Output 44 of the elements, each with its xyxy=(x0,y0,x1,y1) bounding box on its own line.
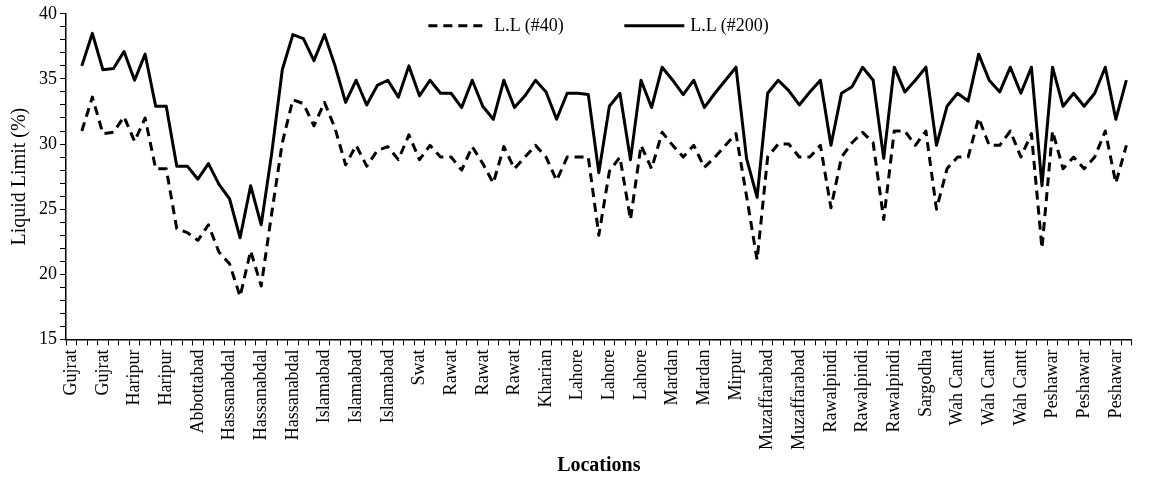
x-tick-label: Rawalpindi xyxy=(882,349,903,433)
legend-label: L.L (#200) xyxy=(690,14,769,36)
x-tick-label: Kharian xyxy=(534,349,555,408)
x-tick-label: Hassanabdal xyxy=(218,349,239,441)
x-tick-label: Gujrat xyxy=(60,349,81,396)
x-tick-label: Islamabad xyxy=(313,349,334,424)
x-tick-label: Rawat xyxy=(503,349,524,396)
y-tick-label: 40 xyxy=(39,2,57,23)
y-tick-label: 30 xyxy=(39,132,57,153)
x-tick-label: Lahore xyxy=(629,349,650,401)
legend-label: L.L (#40) xyxy=(494,14,564,36)
x-tick-label: Sargodha xyxy=(914,349,935,418)
x-tick-label: Mardan xyxy=(661,349,682,406)
x-tick-label: Rawat xyxy=(439,349,460,396)
y-tick-label: 35 xyxy=(39,67,57,88)
x-tick-label: Swat xyxy=(408,349,429,386)
x-tick-label: Peshawar xyxy=(1072,349,1093,419)
y-axis-title: Liquid Limit (%) xyxy=(7,107,31,246)
x-tick-label: Rawalpindi xyxy=(851,349,872,433)
x-tick-label: Peshawar xyxy=(1104,349,1125,419)
x-tick-label: Peshawar xyxy=(1041,349,1062,419)
x-tick-label: Gujrat xyxy=(91,349,112,396)
x-tick-label: Rawalpindi xyxy=(819,349,840,433)
x-tick-label: Islamabad xyxy=(344,349,365,424)
x-axis-title: Locations xyxy=(557,453,641,476)
x-tick-label: Mirpur xyxy=(724,349,745,401)
x-tick-label: Wah Cantt xyxy=(1009,349,1030,426)
y-tick-label: 25 xyxy=(39,197,57,218)
x-tick-label: Hassanabdal xyxy=(249,349,270,441)
y-tick-label: 15 xyxy=(39,328,57,349)
x-tick-label: Lahore xyxy=(598,349,619,401)
x-tick-label: Wah Cantt xyxy=(977,349,998,426)
y-tick-label: 20 xyxy=(39,263,57,284)
x-tick-label: Muzaffarabad xyxy=(788,349,809,450)
x-tick-label: Abbottabad xyxy=(186,349,207,434)
x-tick-label: Wah Cantt xyxy=(946,349,967,426)
x-tick-label: Rawat xyxy=(471,349,492,396)
x-tick-label: Lahore xyxy=(566,349,587,401)
x-tick-label: Muzaffarabad xyxy=(756,349,777,450)
x-tick-label: Islamabad xyxy=(376,349,397,424)
x-tick-label: Mardan xyxy=(693,349,714,406)
x-tick-label: Haripur xyxy=(154,349,175,406)
x-tick-label: Haripur xyxy=(123,349,144,406)
x-tick-label: Hassanabdal xyxy=(281,349,302,441)
